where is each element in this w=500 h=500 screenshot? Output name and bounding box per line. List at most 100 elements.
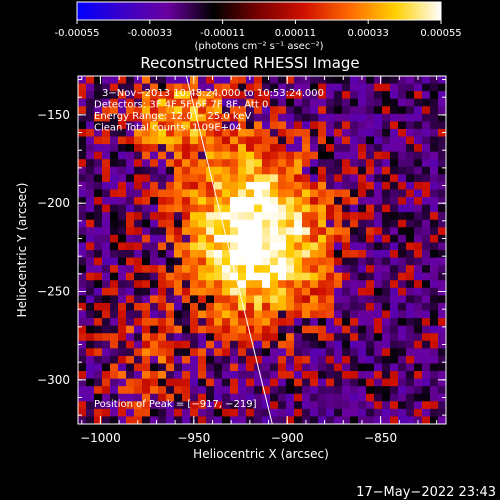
heatmap-cell xyxy=(166,227,175,236)
heatmap-cell xyxy=(262,408,271,418)
heatmap-cell xyxy=(158,242,167,251)
heatmap-cell xyxy=(238,257,247,266)
heatmap-cell xyxy=(398,121,407,130)
heatmap-cell xyxy=(158,386,167,395)
heatmap-cell xyxy=(278,113,287,122)
heatmap-cell xyxy=(286,378,295,387)
heatmap-cell xyxy=(366,197,375,206)
heatmap-cell xyxy=(286,91,295,100)
heatmap-cell xyxy=(86,287,95,296)
heatmap-cell xyxy=(294,287,303,296)
heatmap-cell xyxy=(206,144,215,153)
heatmap-cell xyxy=(358,242,367,251)
heatmap-cell xyxy=(374,212,383,221)
heatmap-cell xyxy=(382,348,391,357)
heatmap-cell xyxy=(230,242,239,251)
heatmap-cell xyxy=(78,166,87,175)
heatmap-cell xyxy=(286,76,295,85)
heatmap-cell xyxy=(286,355,295,365)
heatmap-cell xyxy=(206,242,215,251)
heatmap-cell xyxy=(302,393,311,402)
heatmap-cell xyxy=(430,83,439,92)
heatmap-cell xyxy=(358,408,367,418)
heatmap-cell xyxy=(270,106,279,115)
heatmap-cell xyxy=(142,325,151,334)
heatmap-cell xyxy=(94,408,103,418)
heatmap-cell xyxy=(342,197,351,206)
heatmap-cell xyxy=(398,91,407,100)
heatmap-cell xyxy=(118,378,127,387)
heatmap-cell xyxy=(246,144,255,153)
heatmap-cell xyxy=(374,83,383,92)
heatmap-cell xyxy=(438,265,446,274)
heatmap-cell xyxy=(150,181,159,191)
heatmap-cell xyxy=(86,355,95,365)
heatmap-cell xyxy=(182,257,191,266)
heatmap-cell xyxy=(294,393,303,402)
heatmap-cell xyxy=(118,280,127,289)
heatmap-cell xyxy=(214,204,223,213)
heatmap-cell xyxy=(286,295,295,304)
heatmap-cell xyxy=(94,128,103,138)
heatmap-cell xyxy=(286,113,295,122)
heatmap-cell xyxy=(182,227,191,236)
heatmap-cell xyxy=(110,393,119,402)
heatmap-cell xyxy=(206,295,215,304)
heatmap-cell xyxy=(94,98,103,107)
heatmap-cell xyxy=(110,219,119,228)
heatmap-cell xyxy=(302,83,311,92)
heatmap-cell xyxy=(150,242,159,251)
heatmap-cell xyxy=(270,174,279,183)
heatmap-cell xyxy=(126,325,135,334)
heatmap-cell xyxy=(302,401,311,410)
heatmap-cell xyxy=(310,242,319,251)
heatmap-cell xyxy=(110,265,119,274)
heatmap-cell xyxy=(294,401,303,410)
heatmap-cell xyxy=(214,174,223,183)
heatmap-cell xyxy=(334,144,343,153)
heatmap-cell xyxy=(350,144,359,153)
heatmap-cell xyxy=(430,204,439,213)
heatmap-cell xyxy=(350,272,359,281)
heatmap-cell xyxy=(286,363,295,372)
heatmap-cell xyxy=(326,287,335,296)
heatmap-cell xyxy=(438,174,446,183)
heatmap-cell xyxy=(294,151,303,160)
heatmap-cell xyxy=(270,280,279,289)
heatmap-cell xyxy=(374,197,383,206)
heatmap-cell xyxy=(262,386,271,395)
heatmap-cell xyxy=(278,257,287,266)
heatmap-cell xyxy=(102,181,111,191)
heatmap-cell xyxy=(246,174,255,183)
heatmap-cell xyxy=(150,98,159,107)
heatmap-cell xyxy=(358,106,367,115)
heatmap-cell xyxy=(406,257,415,266)
heatmap-cell xyxy=(166,340,175,349)
heatmap-cell xyxy=(342,242,351,251)
heatmap-cell xyxy=(278,189,287,198)
heatmap-cell xyxy=(150,355,159,365)
heatmap-cell xyxy=(110,189,119,198)
heatmap-cell xyxy=(366,91,375,100)
heatmap-cell xyxy=(206,355,215,365)
y-tick-label: −250 xyxy=(37,285,70,299)
heatmap-cell xyxy=(78,83,87,92)
heatmap-cell xyxy=(190,363,199,372)
heatmap-cell xyxy=(110,355,119,365)
heatmap-cell xyxy=(390,128,399,138)
heatmap-cell xyxy=(246,121,255,130)
heatmap-cell xyxy=(238,234,247,244)
heatmap-cell xyxy=(246,181,255,191)
heatmap-cell xyxy=(278,416,287,424)
heatmap-cell xyxy=(86,325,95,334)
heatmap-cell xyxy=(358,386,367,395)
heatmap-cell xyxy=(294,121,303,130)
heatmap-cell xyxy=(182,416,191,424)
heatmap-cell xyxy=(278,302,287,312)
heatmap-cell xyxy=(198,310,207,319)
heatmap-cell xyxy=(294,189,303,198)
heatmap-cell xyxy=(294,333,303,342)
heatmap-cell xyxy=(222,189,231,198)
heatmap-cell xyxy=(206,348,215,357)
heatmap-cell xyxy=(214,340,223,349)
